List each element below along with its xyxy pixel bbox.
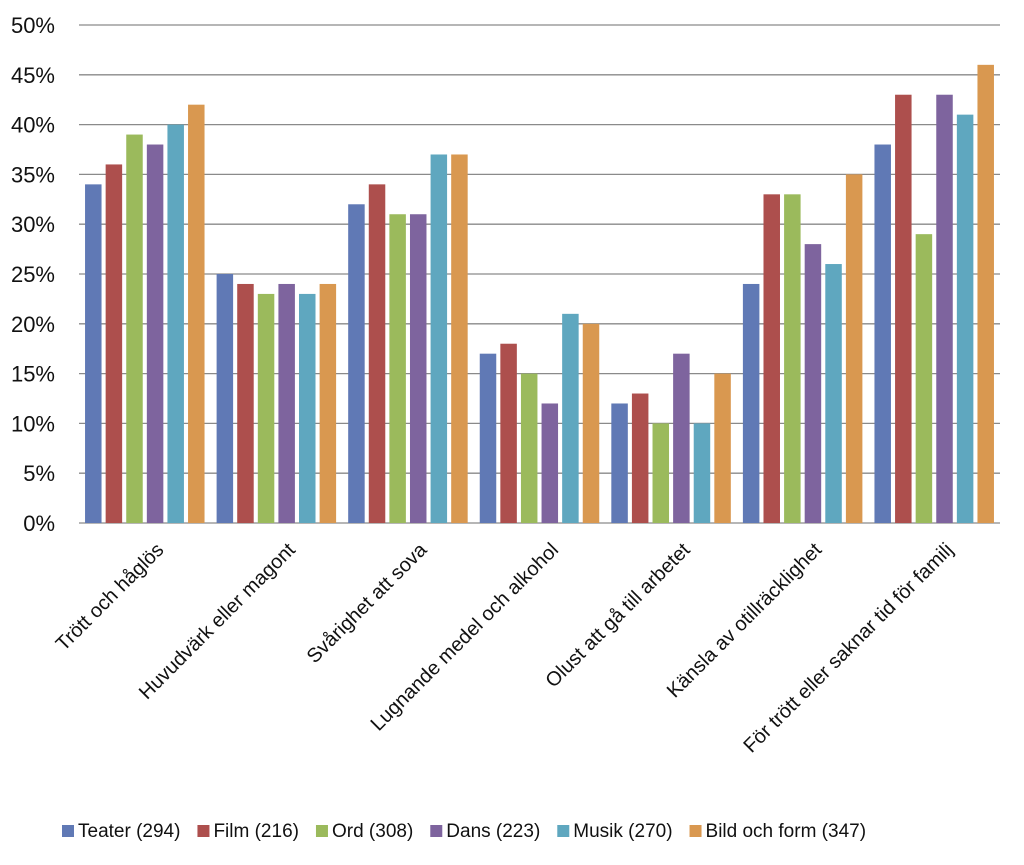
bar: [874, 144, 891, 523]
bar: [319, 283, 337, 523]
bar: [299, 293, 316, 523]
legend-swatch: [557, 825, 570, 837]
bar: [804, 244, 822, 523]
bar: [257, 293, 275, 523]
bar: [825, 264, 842, 523]
y-tick-label: 0%: [23, 511, 55, 536]
bar: [845, 174, 863, 523]
legend-label: Musik (270): [573, 821, 672, 842]
y-tick-label: 40%: [11, 113, 55, 138]
y-tick-label: 10%: [11, 411, 55, 436]
y-tick-label: 5%: [23, 461, 55, 486]
bar: [915, 234, 933, 523]
bar: [520, 373, 538, 523]
bar: [977, 64, 994, 523]
y-tick-label: 35%: [11, 162, 55, 187]
legend-swatch: [197, 825, 210, 837]
bar: [936, 94, 953, 523]
y-tick-label: 20%: [11, 312, 55, 337]
legend-label: Ord (308): [332, 821, 413, 842]
bar: [541, 403, 559, 523]
y-axis-ticks: 0% 5% 10% 15% 20% 25% 30% 35% 40% 45% 50%: [11, 13, 55, 536]
bar: [693, 423, 711, 523]
bar: [479, 353, 497, 523]
bar: [500, 343, 517, 523]
x-category-label: För trött eller saknar tid för familj: [739, 539, 957, 757]
bar: [409, 214, 427, 524]
bars: [85, 64, 994, 524]
bar: [673, 353, 690, 523]
bar: [430, 154, 448, 524]
bar: [237, 283, 254, 523]
x-category-label: Huvudvärk eller magont: [135, 539, 300, 704]
bar: [216, 274, 234, 523]
bar: [582, 323, 600, 523]
y-tick-label: 30%: [11, 212, 55, 237]
bar: [85, 184, 102, 524]
x-category-label: Olust att gå till arbetet: [541, 539, 694, 692]
bar: [389, 214, 406, 524]
legend-swatch: [689, 825, 702, 837]
bar: [167, 124, 184, 523]
x-category-label: Känsla av otillräcklighet: [663, 539, 827, 703]
x-category-label: Svårighet att sova: [303, 538, 432, 667]
legend-swatch: [62, 825, 74, 837]
bar: [714, 373, 731, 523]
legend-label: Film (216): [213, 821, 299, 842]
legend-label: Bild och form (347): [706, 821, 867, 842]
bar: [742, 283, 760, 523]
y-tick-label: 45%: [11, 63, 55, 88]
bar: [368, 184, 386, 524]
bar: [126, 134, 143, 523]
bar: [278, 283, 295, 523]
bar: [188, 104, 205, 524]
x-category-label: Trött och håglös: [52, 539, 168, 655]
legend-swatch: [430, 825, 443, 837]
legend: Teater (294) Film (216) Ord (308) Dans (223…: [62, 821, 866, 842]
bar: [348, 204, 365, 523]
y-tick-label: 50%: [11, 13, 55, 38]
legend-label: Teater (294): [78, 821, 180, 842]
bar: [631, 393, 649, 523]
bar: [105, 164, 123, 523]
bar: [784, 194, 801, 523]
bar: [956, 114, 974, 523]
y-tick-label: 15%: [11, 362, 55, 387]
bar: [146, 144, 164, 523]
bar: [895, 94, 912, 523]
legend-label: Dans (223): [446, 821, 540, 842]
bar: [763, 194, 780, 523]
bar: [562, 313, 579, 523]
legend-swatch: [315, 825, 328, 837]
bar: [451, 154, 468, 524]
bar: [652, 423, 670, 523]
y-tick-label: 25%: [11, 262, 55, 287]
bar: [611, 403, 628, 523]
